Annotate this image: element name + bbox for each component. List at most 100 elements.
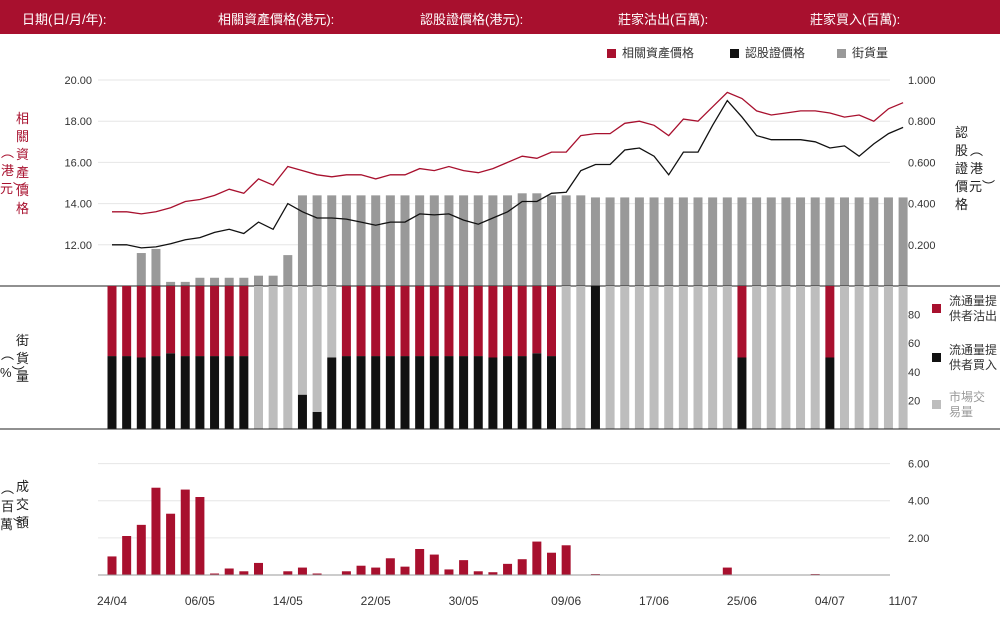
sell-bar [108,286,117,356]
turnover-bar [415,549,424,575]
buy-bar [474,356,483,429]
turnover-bar [532,542,541,575]
outstanding-bar [488,195,497,286]
outstanding-bar [767,197,776,286]
market-bar [869,286,878,429]
left-axis-tick-label: 14.00 [64,199,92,211]
buy-bar [532,353,541,429]
outstanding-bar [855,197,864,286]
turnover-bar [181,490,190,575]
sell-bar [737,286,746,358]
outstanding-bar [459,195,468,286]
outstanding-bar [444,195,453,286]
outstanding-bar [752,197,761,286]
outstanding-bar [694,197,703,286]
bottom-axis-tick-label: 2.00 [908,533,929,545]
turnover-bar [166,514,175,575]
turnover-bar [239,571,248,575]
turnover-bar [137,525,146,575]
outstanding-bar [869,197,878,286]
sell-bar [239,286,248,356]
market-bar [283,286,292,429]
buy-bar [151,356,160,429]
turnover-bar [342,571,351,575]
sell-bar [825,286,834,358]
x-axis-tick-label: 09/06 [551,594,581,608]
sell-bar [137,286,146,358]
buy-bar [444,356,453,429]
buy-bar [415,356,424,429]
sell-bar [357,286,366,356]
turnover-bar [108,556,117,575]
market-bar [767,286,776,429]
left-axis-tick-label: 12.00 [64,240,92,252]
sell-bar [474,286,483,356]
outstanding-bar [650,197,659,286]
x-axis-tick-label: 04/07 [815,594,845,608]
buy-bar [327,358,336,430]
market-bar [811,286,820,429]
buy-bar [210,356,219,429]
outstanding-bar [664,197,673,286]
turnover-bar [357,566,366,575]
turnover-bar [254,563,263,575]
sell-bar [444,286,453,356]
market-bar [313,286,322,412]
buy-bar [459,356,468,429]
market-bar [752,286,761,429]
outstanding-bar [737,197,746,286]
buy-bar [195,356,204,429]
sell-bar [151,286,160,356]
x-axis-tick-label: 06/05 [185,594,215,608]
sell-bar [181,286,190,356]
buy-bar [430,356,439,429]
outstanding-bar [723,197,732,286]
bottom-axis-tick-label: 4.00 [908,496,929,508]
x-axis-tick-label: 24/04 [97,594,127,608]
buy-bar [122,356,131,429]
right-axis-tick-label: 1.000 [908,75,936,87]
sell-bar [342,286,351,356]
market-bar [679,286,688,429]
outstanding-bar [137,253,146,286]
right-axis-tick-label: 0.200 [908,240,936,252]
market-bar [269,286,278,429]
turnover-bar [518,559,527,575]
market-bar [650,286,659,429]
buy-bar [108,356,117,429]
buy-bar [313,412,322,429]
outstanding-bar [225,278,234,286]
outstanding-bar [606,197,615,286]
outstanding-bar [899,197,908,286]
x-axis-tick-label: 25/06 [727,594,757,608]
outstanding-bar [620,197,629,286]
buy-bar [737,358,746,430]
market-bar [694,286,703,429]
sell-bar [386,286,395,356]
sell-bar [225,286,234,356]
outstanding-bar [415,195,424,286]
outstanding-bar [269,276,278,286]
buy-bar [371,356,380,429]
turnover-bar [225,569,234,576]
sell-bar [415,286,424,356]
left-axis-tick-label: 20.00 [64,75,92,87]
sell-bar [459,286,468,356]
outstanding-bar [254,276,263,286]
sell-bar [371,286,380,356]
buy-bar [825,358,834,430]
market-bar [664,286,673,429]
buy-bar [503,356,512,429]
x-axis-tick-label: 11/07 [889,594,918,608]
buy-bar [225,356,234,429]
outstanding-bar [796,197,805,286]
outstanding-bar [151,249,160,286]
outstanding-bar [708,197,717,286]
turnover-bar [562,545,571,575]
outstanding-bar [825,197,834,286]
outstanding-bar [401,195,410,286]
turnover-bar [474,571,483,575]
market-bar [723,286,732,429]
sell-bar [488,286,497,358]
